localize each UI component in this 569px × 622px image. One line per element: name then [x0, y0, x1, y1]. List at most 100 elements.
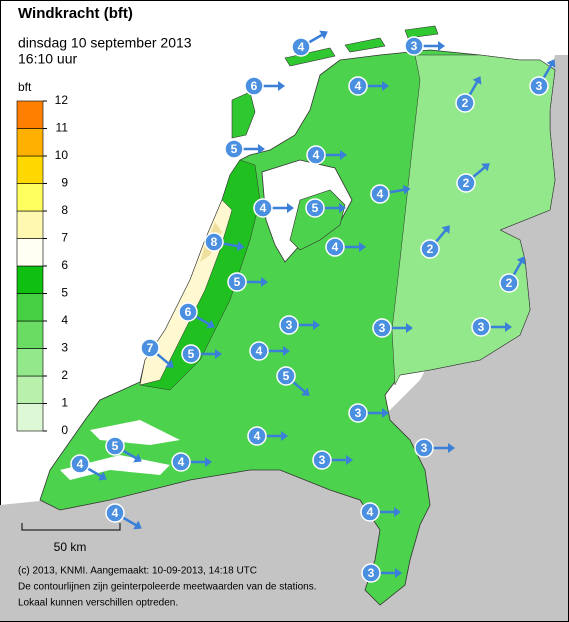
station-value: 2 — [427, 242, 434, 256]
arrow-head — [394, 507, 401, 517]
station-value: 4 — [254, 429, 261, 443]
station-value: 4 — [256, 344, 263, 358]
footer-line: De contourlijnen zijn geinterpoleerde me… — [18, 582, 317, 593]
arrow-head — [546, 59, 556, 68]
footer-line: Lokaal kunnen verschillen optreden. — [18, 598, 178, 609]
station-value: 3 — [319, 453, 326, 467]
arrow-head — [339, 203, 346, 213]
island — [284, 47, 336, 67]
station-value: 2 — [463, 176, 470, 190]
legend-band — [16, 403, 44, 432]
wind-arrow — [472, 165, 487, 179]
wind-arrow — [195, 315, 212, 327]
arrow-head — [236, 241, 245, 252]
wind-arrow — [156, 352, 171, 366]
station-value: 3 — [368, 566, 375, 580]
legend-band — [16, 100, 44, 129]
wind-arrow — [308, 32, 325, 44]
westerschelde — [60, 455, 170, 480]
texel — [231, 91, 256, 139]
station-value: 3 — [379, 321, 386, 335]
station-value: 4 — [332, 240, 339, 254]
scale-bar — [21, 523, 121, 531]
arrow-head — [481, 163, 490, 172]
station-value: 6 — [185, 305, 192, 319]
station-value: 4 — [112, 506, 119, 520]
legend-label: 1 — [61, 396, 68, 410]
arrow-head — [313, 320, 320, 330]
arrow-head — [133, 453, 142, 463]
station-value: 4 — [77, 457, 84, 471]
arrow-head — [382, 408, 389, 418]
station-value: 5 — [112, 439, 119, 453]
legend-band — [16, 348, 44, 377]
station-value: 3 — [536, 79, 543, 93]
legend-label: 5 — [61, 286, 68, 300]
legend-band — [16, 128, 44, 157]
arrow-head — [165, 359, 174, 368]
wind-arrow — [292, 380, 307, 394]
station-marker — [372, 318, 392, 338]
station-marker — [414, 438, 434, 458]
legend-band — [16, 265, 44, 294]
station-value: 4 — [298, 40, 305, 54]
legend-label: 0 — [61, 423, 68, 437]
legend-unit: bft — [18, 80, 32, 94]
wind-arrow — [87, 467, 104, 479]
legend-band — [16, 375, 44, 404]
footer-line: (c) 2013, KNMI. Aangemaakt: 10-09-2013, … — [18, 566, 257, 577]
station-value: 8 — [211, 235, 218, 249]
station-value: 4 — [367, 505, 374, 519]
arrow-head — [505, 322, 512, 332]
arrow-head — [472, 76, 482, 85]
station-marker — [105, 436, 125, 456]
legend-label: 9 — [61, 176, 68, 190]
wind-arrow — [122, 449, 139, 461]
station-marker — [312, 450, 332, 470]
station-marker — [279, 315, 299, 335]
station-marker — [204, 232, 224, 252]
station-value: 5 — [234, 275, 241, 289]
wind-arrow — [468, 79, 480, 96]
arrow-head — [258, 144, 265, 154]
arrow-head — [359, 242, 366, 252]
station-marker — [105, 503, 125, 523]
station-value: 3 — [478, 320, 485, 334]
station-value: 5 — [231, 142, 238, 156]
wind-arrow — [122, 516, 139, 528]
station-value: 4 — [260, 201, 267, 215]
station-marker — [499, 273, 519, 293]
arrow-head — [441, 225, 450, 234]
time: 16:10 uur — [18, 51, 77, 67]
arrow-head — [98, 471, 107, 481]
station-value: 5 — [312, 201, 319, 215]
station-marker — [178, 302, 198, 322]
legend-label: 11 — [56, 121, 69, 135]
arrow-head — [281, 431, 288, 441]
station-marker — [360, 502, 380, 522]
arrow-head — [382, 81, 389, 91]
station-value: 4 — [355, 79, 362, 93]
legend-label: 10 — [55, 148, 69, 162]
wind-arrow — [542, 62, 554, 79]
station-marker — [244, 76, 264, 96]
arrow-head — [438, 41, 445, 51]
arrow-head — [406, 323, 413, 333]
flevoland — [289, 189, 346, 251]
station-marker — [455, 93, 475, 113]
station-marker — [171, 452, 191, 472]
station-marker — [305, 198, 325, 218]
stations: 4 3 3 6 4 2 5 4 2 4 4 5 8 2 4 2 5 6 3 3 3 7 5 4 5 3 4 5 3 4 4 3 4 4 3 — [70, 30, 556, 583]
arrow-head — [319, 30, 328, 40]
arrow-head — [215, 349, 222, 359]
station-marker — [471, 317, 491, 337]
station-marker — [291, 37, 311, 57]
station-marker — [227, 272, 247, 292]
arrow-head — [133, 520, 142, 530]
station-value: 4 — [178, 455, 185, 469]
arrow-head — [301, 387, 310, 396]
legend-label: 8 — [61, 203, 68, 217]
arrow-head — [261, 277, 268, 287]
station-marker — [247, 426, 267, 446]
